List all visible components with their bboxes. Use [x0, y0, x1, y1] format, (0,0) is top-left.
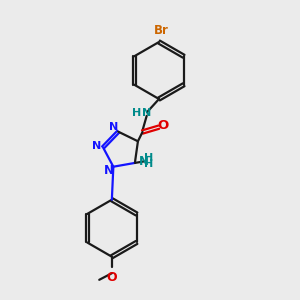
Text: O: O: [106, 271, 117, 284]
Text: H: H: [133, 108, 142, 118]
Text: N: N: [110, 122, 119, 133]
Text: H: H: [144, 153, 154, 163]
Text: N: N: [142, 108, 151, 118]
Text: N: N: [139, 154, 149, 168]
Text: N: N: [92, 141, 102, 151]
Text: Br: Br: [154, 24, 169, 37]
Text: N: N: [103, 164, 113, 177]
Text: O: O: [157, 118, 169, 132]
Text: H: H: [144, 159, 154, 170]
